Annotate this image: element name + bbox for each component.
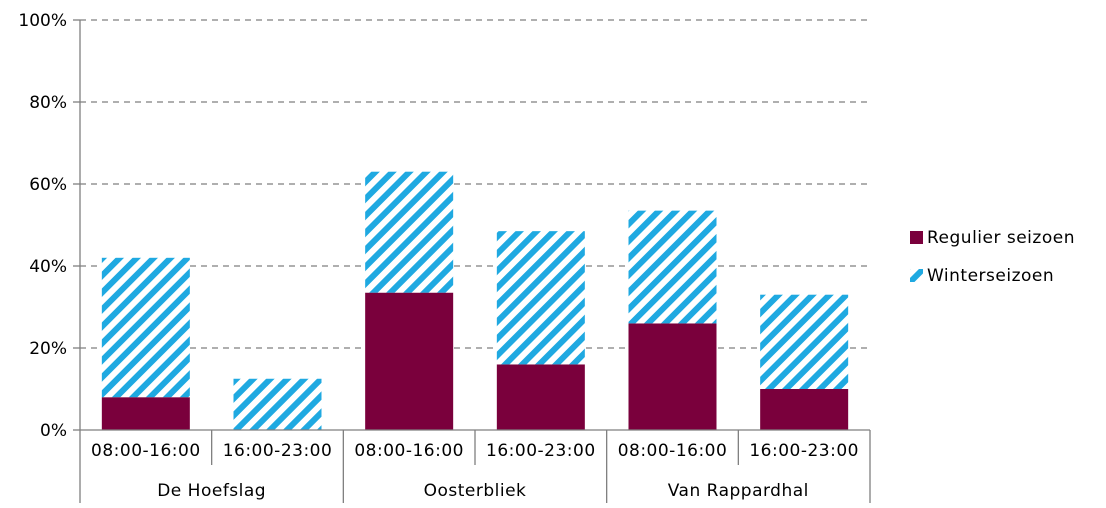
- y-tick-label: 0%: [40, 421, 67, 441]
- group-label: Van Rappardhal: [668, 481, 809, 501]
- bar-regulier: [628, 323, 717, 430]
- x-tick-label: 16:00-23:00: [749, 441, 859, 461]
- y-tick-label: 40%: [29, 257, 67, 277]
- bar-winter: [101, 257, 190, 398]
- bar-regulier: [101, 397, 190, 430]
- legend-swatch: [910, 231, 923, 244]
- x-tick-label: 08:00-16:00: [618, 441, 728, 461]
- x-tick-label: 16:00-23:00: [223, 441, 333, 461]
- axis-labels: 0% 20% 40% 60% 80% 100% 08:00-16:00 16:00-23:00…: [18, 11, 859, 501]
- group-label: De Hoefslag: [157, 481, 266, 501]
- legend-label: Regulier seizoen: [927, 228, 1075, 248]
- x-tick-label: 08:00-16:00: [91, 441, 201, 461]
- bar-regulier: [365, 292, 454, 430]
- axes: [73, 19, 871, 503]
- y-tick-label: 20%: [29, 339, 67, 359]
- bar-winter: [628, 210, 717, 324]
- legend-label: Winterseizoen: [927, 266, 1054, 286]
- legend: Regulier seizoen Winterseizoen: [910, 228, 1075, 286]
- bar-regulier: [760, 389, 849, 430]
- bar-winter: [760, 294, 849, 389]
- gridlines: [80, 19, 870, 349]
- bars: [101, 171, 849, 430]
- group-label: Oosterbliek: [424, 481, 527, 501]
- bar-winter: [496, 231, 585, 365]
- y-tick-label: 80%: [29, 93, 67, 113]
- bar-winter: [233, 378, 322, 430]
- legend-swatch: [910, 269, 923, 282]
- bar-winter: [365, 171, 454, 293]
- y-tick-label: 60%: [29, 175, 67, 195]
- x-tick-label: 08:00-16:00: [354, 441, 464, 461]
- bar-regulier: [496, 364, 585, 430]
- y-tick-label: 100%: [18, 11, 67, 31]
- x-tick-label: 16:00-23:00: [486, 441, 596, 461]
